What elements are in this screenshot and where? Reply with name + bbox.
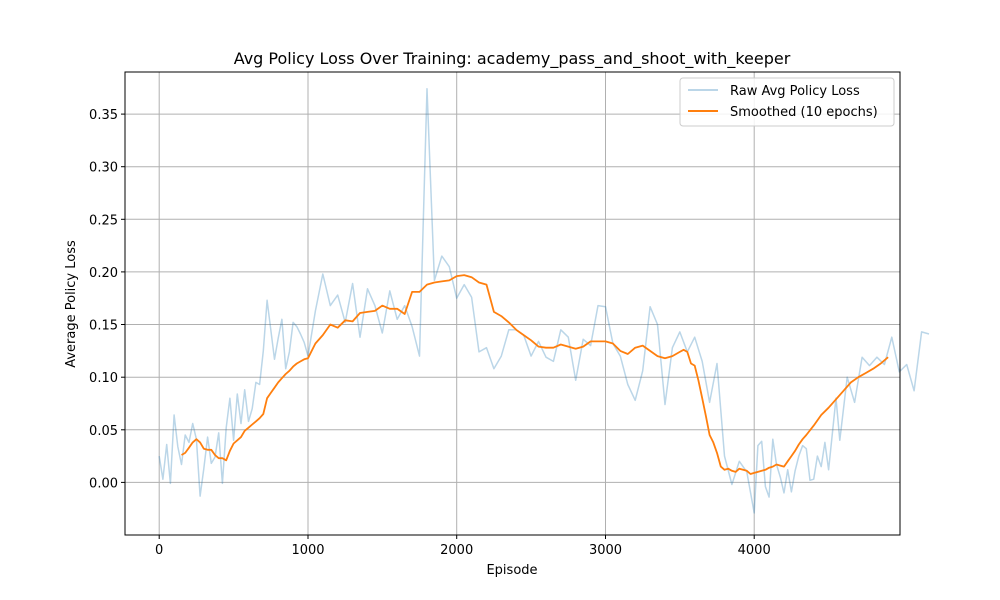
y-tick-label: 0.25 — [89, 213, 118, 228]
y-tick-label: 0.00 — [89, 476, 118, 491]
legend-box — [679, 77, 895, 127]
legend-label-smoothed: Smoothed (10 epochs) — [730, 105, 878, 120]
x-tick-label: 0 — [155, 543, 163, 558]
y-axis-label: Average Policy Loss — [64, 240, 79, 368]
ticks: 0 1000 2000 3000 4000 0.00 0.05 0.10 0.15 0.20 0.2… — [89, 108, 771, 558]
series-line-raw — [158, 88, 930, 514]
chart-title: Avg Policy Loss Over Training: academy_p… — [234, 49, 791, 69]
x-axis-label: Episode — [486, 563, 537, 578]
legend-label-raw: Raw Avg Policy Loss — [730, 84, 860, 99]
legend: Raw Avg Policy Loss Smoothed (10 epochs) — [679, 77, 895, 127]
x-tick-label: 4000 — [738, 543, 771, 558]
series-layer — [158, 88, 930, 514]
y-tick-label: 0.10 — [89, 371, 118, 386]
series-line-smoothed — [181, 274, 889, 475]
y-tick-label: 0.15 — [89, 319, 118, 334]
y-tick-label: 0.30 — [89, 161, 118, 176]
plot-frame — [124, 71, 901, 536]
y-tick-label: 0.05 — [89, 424, 118, 439]
y-tick-label: 0.35 — [89, 108, 118, 123]
y-tick-label: 0.20 — [89, 266, 118, 281]
x-tick-label: 1000 — [291, 543, 324, 558]
x-tick-label: 2000 — [440, 543, 473, 558]
grid — [125, 72, 900, 535]
x-tick-label: 3000 — [589, 543, 622, 558]
